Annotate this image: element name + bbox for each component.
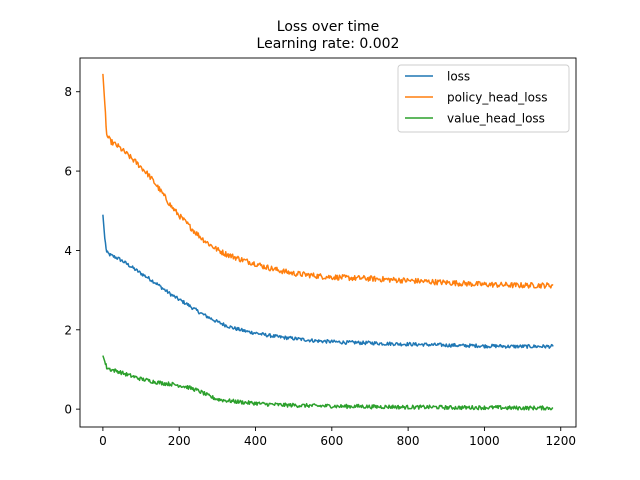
y-tick-label: 4 bbox=[64, 244, 72, 258]
legend-box bbox=[397, 64, 570, 133]
series-line-policy-head-loss bbox=[102, 73, 554, 289]
y-tick-label: 8 bbox=[64, 85, 72, 99]
y-tick-label: 2 bbox=[64, 323, 72, 337]
legend-label: loss bbox=[447, 70, 470, 84]
x-tick-label: 200 bbox=[168, 434, 191, 448]
legend-label: policy_head_loss bbox=[447, 91, 547, 105]
y-axis: 0 2 4 6 8 bbox=[64, 85, 80, 417]
y-tick-label: 0 bbox=[64, 403, 72, 417]
x-tick-label: 1000 bbox=[469, 434, 500, 448]
x-tick-label: 600 bbox=[320, 434, 343, 448]
plot-lines bbox=[102, 73, 554, 411]
x-tick-label: 400 bbox=[244, 434, 267, 448]
x-tick-label: 800 bbox=[397, 434, 420, 448]
legend: loss policy_head_loss value_head_loss bbox=[397, 64, 570, 133]
axes-frame bbox=[79, 57, 577, 428]
x-tick-label: 1200 bbox=[545, 434, 576, 448]
y-tick-label: 6 bbox=[64, 165, 72, 179]
x-axis: 0 200 400 600 800 1000 1200 bbox=[99, 427, 576, 448]
chart-title: Loss over time bbox=[277, 19, 379, 35]
series-line-value-head-loss bbox=[102, 355, 554, 411]
legend-label: value_head_loss bbox=[447, 112, 545, 126]
chart-subtitle: Learning rate: 0.002 bbox=[257, 36, 400, 52]
series-line-loss bbox=[102, 214, 554, 349]
x-tick-label: 0 bbox=[99, 434, 107, 448]
